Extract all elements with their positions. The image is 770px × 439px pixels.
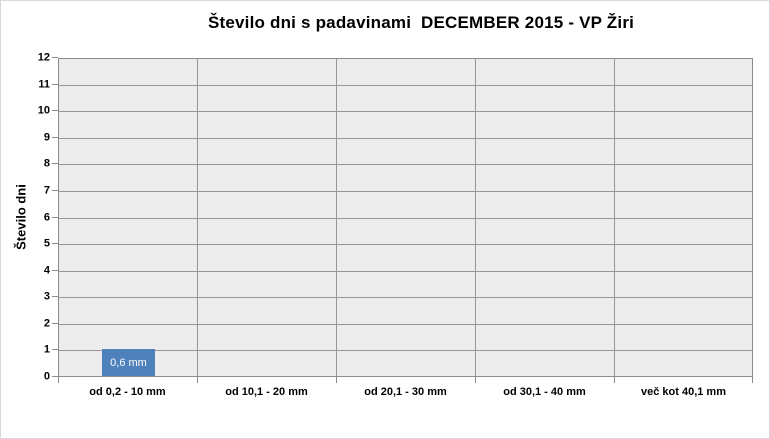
x-tick-label: od 0,2 - 10 mm	[89, 386, 166, 398]
plot-area: 0,6 mm	[58, 58, 753, 377]
y-tick-label: 11	[38, 78, 50, 91]
y-axis-tick	[52, 376, 58, 377]
y-tick-label: 3	[43, 290, 50, 303]
y-axis-tick	[52, 322, 58, 324]
gridline-horizontal	[59, 270, 752, 272]
y-tick-label: 12	[37, 51, 50, 64]
gridline-horizontal	[59, 297, 752, 299]
y-axis-tick	[52, 136, 58, 138]
y-axis-tick	[52, 216, 58, 218]
chart-title: Število dni s padavinami DECEMBER 2015 -…	[207, 13, 635, 32]
gridline-horizontal	[59, 350, 752, 352]
gridline-horizontal	[59, 217, 752, 219]
y-tick-label: 0	[43, 370, 50, 383]
y-axis-tick	[52, 349, 58, 351]
x-tick-label: od 20,1 - 30 mm	[364, 386, 447, 398]
gridline-horizontal	[59, 244, 752, 246]
y-tick-label: 9	[43, 131, 50, 144]
bar-data-label: 0,6 mm	[110, 356, 147, 369]
y-axis-tick	[52, 296, 58, 298]
gridline-horizontal	[59, 137, 752, 139]
y-tick-label: 8	[43, 157, 50, 170]
y-tick-label: 4	[43, 264, 50, 277]
y-axis-tick	[52, 269, 58, 271]
gridline-vertical	[197, 59, 198, 376]
gridline-horizontal	[59, 111, 752, 113]
y-axis-tick	[52, 110, 58, 112]
y-tick-label: 1	[43, 343, 50, 356]
gridline-horizontal	[59, 164, 752, 166]
x-axis-tick	[58, 377, 59, 383]
y-tick-label: 6	[43, 211, 50, 223]
x-axis-tick	[197, 377, 198, 383]
x-axis-tick	[614, 377, 615, 383]
y-axis-tick	[52, 189, 58, 191]
y-tick-label: 7	[43, 184, 50, 197]
x-axis-tick	[475, 377, 476, 383]
gridline-vertical	[475, 59, 476, 376]
x-axis-tick	[336, 377, 337, 383]
y-axis-tick	[52, 57, 58, 58]
gridline-horizontal	[59, 84, 752, 86]
x-axis-tick	[752, 377, 753, 383]
y-tick-label: 5	[43, 237, 50, 250]
gridline-vertical	[336, 59, 337, 376]
gridline-horizontal	[59, 190, 752, 192]
y-tick-label: 10	[37, 104, 50, 117]
y-axis-tick	[52, 163, 58, 165]
y-axis-tick	[52, 83, 58, 85]
y-axis-tick	[52, 243, 58, 245]
y-tick-label: 2	[43, 317, 50, 330]
x-tick-label: več kot 40,1 mm	[641, 386, 726, 398]
x-tick-label: od 10,1 - 20 mm	[225, 386, 308, 398]
gridline-horizontal	[59, 323, 752, 325]
x-tick-label: od 30,1 - 40 mm	[503, 386, 586, 398]
bar: 0,6 mm	[102, 349, 155, 376]
gridline-vertical	[614, 59, 615, 376]
